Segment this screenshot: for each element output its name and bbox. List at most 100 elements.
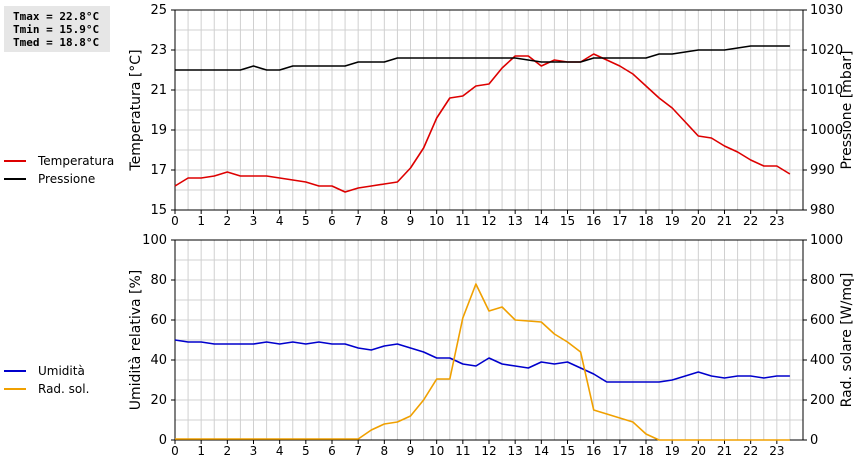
y-left-axis-title: Temperatura [°C] bbox=[128, 49, 144, 171]
tmax-label: Tmax = 22.8°C bbox=[13, 10, 100, 23]
x-tick-label: 3 bbox=[250, 214, 258, 228]
x-tick-label: 10 bbox=[429, 444, 444, 458]
legend-swatch-umidita bbox=[4, 370, 26, 372]
chart-panel-1: 0 1 2 3 4 5 6 7 8 9 10 11 12 13 14 15 16 17 18 19 20 21 22 2302… bbox=[128, 233, 855, 458]
x-tick-label: 12 bbox=[481, 214, 496, 228]
x-tick-label: 16 bbox=[586, 444, 601, 458]
y-left-tick-label: 19 bbox=[150, 123, 167, 138]
x-tick-label: 5 bbox=[302, 214, 310, 228]
legend-swatch-pressione bbox=[4, 178, 26, 180]
series-line-umidita bbox=[174, 339, 790, 383]
y-right-tick-label: 200 bbox=[810, 393, 835, 408]
y-right-tick-label: 980 bbox=[810, 203, 835, 218]
y-right-tick-label: 990 bbox=[810, 163, 835, 178]
x-tick-label: 13 bbox=[508, 214, 523, 228]
y-left-tick-label: 0 bbox=[159, 433, 167, 448]
x-tick-label: 21 bbox=[717, 444, 732, 458]
x-tick-label: 5 bbox=[302, 444, 310, 458]
y-right-tick-label: 1000 bbox=[810, 233, 843, 248]
series-line-radiazione bbox=[175, 283, 790, 441]
x-tick-label: 7 bbox=[354, 214, 362, 228]
x-tick-label: 17 bbox=[612, 444, 627, 458]
legend-swatch-temperatura bbox=[4, 160, 26, 162]
x-tick-label: 19 bbox=[665, 444, 680, 458]
tmin-label: Tmin = 15.9°C bbox=[13, 23, 100, 36]
x-tick-label: 22 bbox=[743, 214, 758, 228]
x-tick-label: 3 bbox=[250, 444, 258, 458]
y-left-tick-label: 60 bbox=[150, 313, 167, 328]
x-tick-label: 7 bbox=[354, 444, 362, 458]
y-left-tick-label: 25 bbox=[150, 3, 167, 18]
y-right-tick-label: 1020 bbox=[810, 43, 843, 58]
y-right-axis-title: Pressione [mbar] bbox=[839, 50, 855, 169]
x-tick-label: 0 bbox=[171, 444, 179, 458]
series-line-pressione bbox=[175, 45, 790, 71]
x-tick-label: 1 bbox=[197, 444, 205, 458]
y-right-tick-label: 1000 bbox=[810, 123, 843, 138]
x-tick-label: 10 bbox=[429, 214, 444, 228]
y-left-tick-label: 15 bbox=[150, 203, 167, 218]
y-right-tick-label: 1030 bbox=[810, 3, 843, 18]
y-left-tick-label: 80 bbox=[150, 273, 167, 288]
x-tick-label: 15 bbox=[560, 214, 575, 228]
x-tick-label: 4 bbox=[276, 444, 284, 458]
x-tick-label: 15 bbox=[560, 444, 575, 458]
x-tick-label: 14 bbox=[534, 444, 549, 458]
legend-item-temperatura: Temperatura bbox=[4, 152, 114, 170]
x-tick-label: 18 bbox=[638, 444, 653, 458]
x-tick-label: 6 bbox=[328, 214, 336, 228]
y-right-tick-label: 600 bbox=[810, 313, 835, 328]
chart-panel-0: 0 1 2 3 4 5 6 7 8 9 10 11 12 13 14 15 16 17 18 19 20 21 22 2315… bbox=[128, 3, 855, 228]
x-tick-label: 19 bbox=[665, 214, 680, 228]
x-tick-label: 8 bbox=[381, 214, 389, 228]
x-tick-label: 14 bbox=[534, 214, 549, 228]
y-right-tick-label: 800 bbox=[810, 273, 835, 288]
x-tick-label: 22 bbox=[743, 444, 758, 458]
tmed-label: Tmed = 18.8°C bbox=[13, 36, 100, 49]
y-left-tick-label: 40 bbox=[150, 353, 167, 368]
y-left-axis-title: Umidità relativa [%] bbox=[128, 270, 144, 411]
x-tick-label: 12 bbox=[481, 444, 496, 458]
x-tick-label: 23 bbox=[769, 214, 784, 228]
x-tick-label: 17 bbox=[612, 214, 627, 228]
x-tick-label: 20 bbox=[691, 214, 706, 228]
y-left-tick-label: 20 bbox=[150, 393, 167, 408]
y-left-tick-label: 21 bbox=[150, 83, 167, 98]
x-tick-label: 0 bbox=[171, 214, 179, 228]
x-tick-label: 4 bbox=[276, 214, 284, 228]
x-tick-label: 11 bbox=[455, 214, 470, 228]
x-tick-label: 11 bbox=[455, 444, 470, 458]
x-tick-label: 23 bbox=[769, 444, 784, 458]
x-tick-label: 20 bbox=[691, 444, 706, 458]
x-tick-label: 1 bbox=[197, 214, 205, 228]
legend-label-umidita: Umidità bbox=[38, 364, 85, 378]
y-right-tick-label: 1010 bbox=[810, 83, 843, 98]
y-left-tick-label: 17 bbox=[150, 163, 167, 178]
x-tick-label: 21 bbox=[717, 214, 732, 228]
legend-label-pressione: Pressione bbox=[38, 172, 96, 186]
y-right-axis-title: Rad. solare [W/mq] bbox=[839, 273, 855, 408]
legend-bottom: Umidità Rad. sol. bbox=[4, 362, 89, 398]
x-tick-label: 2 bbox=[224, 444, 232, 458]
series-line-temperatura bbox=[174, 53, 791, 193]
legend-item-pressione: Pressione bbox=[4, 170, 114, 188]
legend-item-umidita: Umidità bbox=[4, 362, 89, 380]
x-tick-label: 16 bbox=[586, 214, 601, 228]
legend-swatch-radiazione bbox=[4, 388, 26, 390]
y-left-tick-label: 100 bbox=[142, 233, 167, 248]
x-tick-label: 9 bbox=[407, 214, 415, 228]
legend-label-temperatura: Temperatura bbox=[38, 154, 115, 168]
x-tick-label: 9 bbox=[407, 444, 415, 458]
x-tick-label: 18 bbox=[638, 214, 653, 228]
stats-box: Tmax = 22.8°C Tmin = 15.9°C Tmed = 18.8°… bbox=[4, 6, 110, 52]
x-tick-label: 2 bbox=[224, 214, 232, 228]
legend-item-radiazione: Rad. sol. bbox=[4, 380, 89, 398]
y-right-tick-label: 400 bbox=[810, 353, 835, 368]
x-tick-label: 6 bbox=[328, 444, 336, 458]
legend-top: Temperatura Pressione bbox=[4, 152, 114, 188]
y-left-tick-label: 23 bbox=[150, 43, 167, 58]
x-tick-label: 13 bbox=[508, 444, 523, 458]
y-right-tick-label: 0 bbox=[810, 433, 818, 448]
legend-label-radiazione: Rad. sol. bbox=[38, 382, 90, 396]
